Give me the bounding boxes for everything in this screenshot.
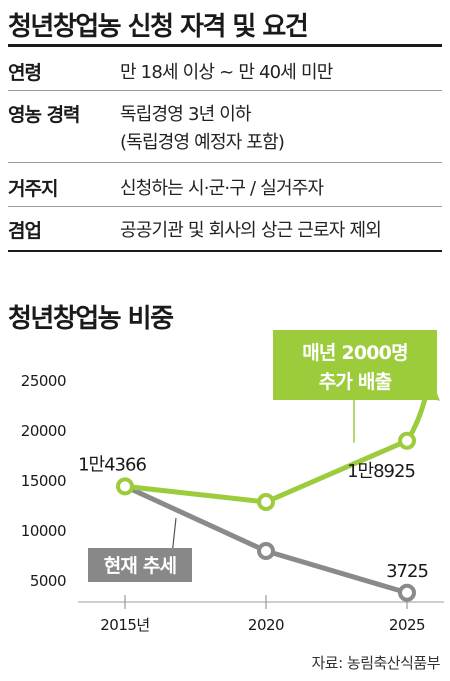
row-label-age: 연령 <box>8 62 42 84</box>
row-value-residence: 신청하는 시·군·구 / 실거주자 <box>120 178 324 199</box>
chart-title: 청년창업농 비중 <box>8 304 174 334</box>
row-value-career-line2: (독립경영 예정자 포함) <box>120 132 285 153</box>
label-box-current-trend <box>88 548 192 582</box>
data-label-green-end: 1만8925 <box>347 461 415 482</box>
x-tick-label: 2015년 <box>100 616 149 634</box>
row-label-career: 영농 경력 <box>8 104 81 126</box>
row-label-residence: 거주지 <box>8 178 58 200</box>
callout-box-additional <box>273 330 437 400</box>
row-divider <box>8 90 442 91</box>
row-value-career-line1: 독립경영 3년 이하 <box>120 104 252 125</box>
data-label-gray-end: 3725 <box>386 561 428 582</box>
row-value-age: 만 18세 이상 ~ 만 40세 미만 <box>120 62 333 83</box>
y-tick-label: 20000 <box>21 422 66 440</box>
y-tick-label: 25000 <box>21 372 66 390</box>
data-label-start: 1만4366 <box>78 454 146 475</box>
x-tick-label: 2020 <box>248 616 284 634</box>
callout-line-1: 매년 2000명 <box>302 342 408 364</box>
row-label-sidejob: 겸업 <box>8 220 42 242</box>
criteria-bottom-rule <box>8 250 442 252</box>
data-point-additional <box>116 477 134 496</box>
x-tick-label: 2025 <box>389 616 425 634</box>
row-divider <box>8 206 442 207</box>
criteria-top-rule <box>8 44 442 47</box>
callout-line-2: 추가 배출 <box>319 371 392 393</box>
y-tick-label: 10000 <box>21 522 66 540</box>
data-point-additional <box>257 493 275 511</box>
row-divider <box>8 162 442 163</box>
row-value-sidejob: 공공기관 및 회사의 상근 근로자 제외 <box>120 220 382 241</box>
data-point-current-trend <box>257 542 275 560</box>
criteria-title: 청년창업농 신청 자격 및 요건 <box>8 12 309 42</box>
label-current-trend: 현재 추세 <box>104 555 177 577</box>
data-point-current-trend <box>398 583 416 602</box>
y-tick-label: 15000 <box>21 472 66 490</box>
source-note: 자료: 농림축산식품부 <box>311 654 440 672</box>
line-chart: 5000 10000 15000 20000 25000 2015년 2020 2025 매년 … <box>21 330 444 634</box>
y-tick-label: 5000 <box>30 572 66 590</box>
data-point-additional <box>398 431 416 450</box>
